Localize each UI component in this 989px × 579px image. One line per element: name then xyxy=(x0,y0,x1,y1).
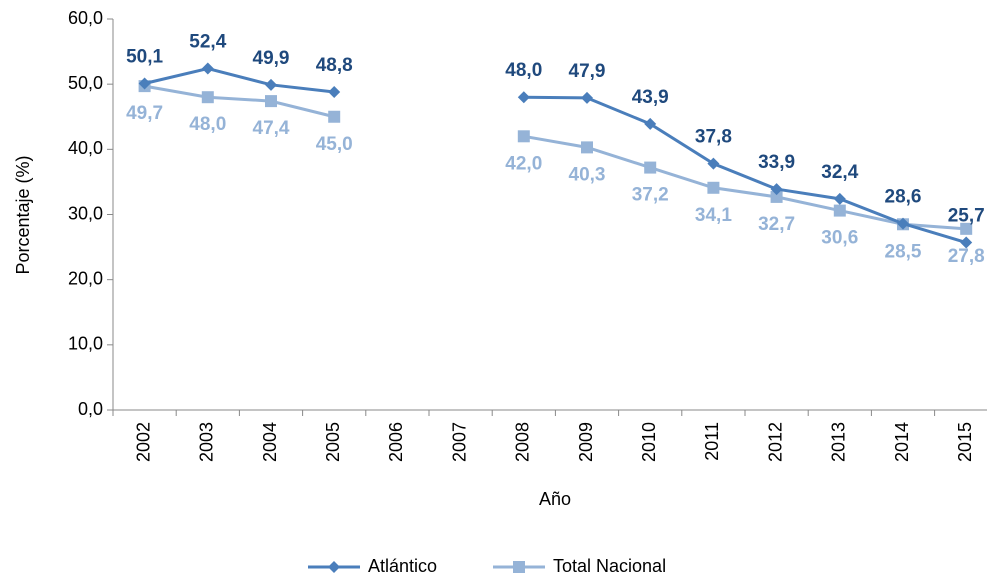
y-tick-label: 60,0 xyxy=(68,8,103,28)
data-label: 25,7 xyxy=(948,206,985,227)
marker xyxy=(897,217,909,230)
x-tick-label: 2008 xyxy=(513,422,533,462)
data-label: 33,9 xyxy=(758,152,795,173)
marker xyxy=(960,222,973,235)
x-tick-label: 2006 xyxy=(386,422,406,462)
x-tick-label: 2005 xyxy=(323,422,343,462)
x-tick-label: 2010 xyxy=(639,422,659,462)
marker xyxy=(328,110,341,123)
data-label: 28,5 xyxy=(885,241,922,262)
marker xyxy=(644,161,657,174)
marker xyxy=(581,91,593,104)
data-label: 32,7 xyxy=(758,214,795,235)
marker xyxy=(265,95,277,108)
y-tick-label: 10,0 xyxy=(68,334,103,354)
series-line xyxy=(144,66,335,94)
data-label: 48,0 xyxy=(189,114,226,135)
data-label: 49,9 xyxy=(253,48,290,69)
data-label: 34,1 xyxy=(695,205,732,226)
data-label: 45,0 xyxy=(316,134,353,155)
marker xyxy=(707,181,720,194)
x-tick-label: 2012 xyxy=(765,422,785,462)
data-label: 37,2 xyxy=(632,185,669,206)
legend-marker xyxy=(513,561,525,573)
marker xyxy=(644,117,657,130)
data-label: 42,0 xyxy=(505,153,542,174)
y-tick-label: 30,0 xyxy=(68,203,103,223)
x-tick-label: 2014 xyxy=(892,422,912,462)
marker xyxy=(265,78,277,91)
marker xyxy=(707,157,720,170)
data-label: 47,9 xyxy=(569,61,606,82)
data-label: 30,6 xyxy=(821,228,858,249)
x-tick-label: 2007 xyxy=(449,422,469,462)
y-tick-label: 40,0 xyxy=(68,138,103,158)
marker xyxy=(517,130,530,143)
data-label: 48,0 xyxy=(505,60,542,81)
data-label: 28,6 xyxy=(885,187,922,208)
data-label: 37,8 xyxy=(695,127,732,148)
series-line xyxy=(523,134,967,231)
marker xyxy=(770,190,783,203)
y-tick-label: 50,0 xyxy=(68,73,103,93)
data-label: 40,3 xyxy=(569,164,606,185)
legend-label: Total Nacional xyxy=(553,556,666,576)
data-label: 50,1 xyxy=(126,47,163,68)
series-line xyxy=(523,95,967,244)
marker xyxy=(138,77,151,90)
y-axis-title: Porcentaje (%) xyxy=(13,155,33,274)
y-tick-label: 20,0 xyxy=(68,268,103,288)
marker xyxy=(201,91,214,104)
x-axis-title: Año xyxy=(539,489,571,509)
x-tick-label: 2011 xyxy=(702,422,722,461)
series-line xyxy=(144,84,335,119)
data-label: 27,8 xyxy=(948,246,985,267)
data-label: 47,4 xyxy=(253,118,290,139)
x-tick-label: 2013 xyxy=(829,422,849,462)
y-tick-label: 0,0 xyxy=(78,399,103,419)
legend-marker xyxy=(328,561,340,573)
data-label: 43,9 xyxy=(632,87,669,108)
marker xyxy=(833,204,846,217)
x-tick-label: 2002 xyxy=(133,422,153,462)
x-tick-label: 2003 xyxy=(197,422,217,462)
marker xyxy=(960,236,973,249)
x-tick-label: 2004 xyxy=(260,422,280,462)
marker xyxy=(517,91,530,104)
data-label: 49,7 xyxy=(126,103,163,124)
marker xyxy=(201,62,214,75)
data-label: 32,4 xyxy=(821,162,858,183)
marker xyxy=(328,85,341,98)
data-label: 52,4 xyxy=(189,32,226,53)
marker xyxy=(581,141,593,154)
marker xyxy=(833,192,846,205)
x-tick-label: 2015 xyxy=(955,422,975,462)
marker xyxy=(770,183,783,196)
legend-label: Atlántico xyxy=(368,556,437,576)
x-tick-label: 2009 xyxy=(576,422,596,462)
data-label: 48,8 xyxy=(316,55,353,76)
